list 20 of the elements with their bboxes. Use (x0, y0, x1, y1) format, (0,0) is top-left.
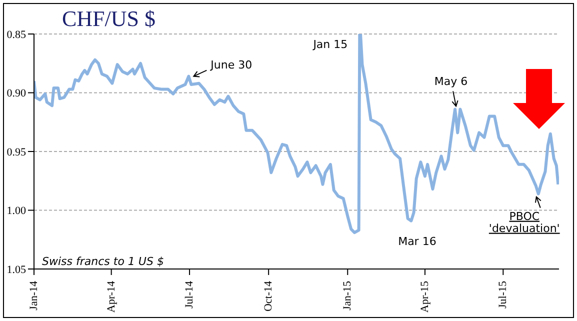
x-tick-label: Jul-14 (184, 280, 196, 308)
y-tick-label: 1.05 (6, 264, 26, 276)
annotation: Swiss francs to 1 US $ (42, 255, 164, 268)
x-tick-label: Jul-15 (497, 280, 510, 308)
annotation: Mar 16 (398, 234, 436, 248)
annotation: May 6 (434, 75, 468, 88)
y-tick-label: 0.90 (6, 88, 26, 100)
y-tick-label: 0.95 (6, 146, 26, 158)
x-tick-label: Jan-15 (342, 280, 354, 310)
x-tick-label: Apr-14 (105, 280, 118, 313)
annotation: June 30 (210, 58, 252, 72)
y-tick-label: 1.00 (6, 205, 26, 218)
line-series (34, 34, 559, 234)
chart-title: CHF/US $ (62, 6, 156, 32)
annotation: Jan 15 (312, 38, 348, 51)
x-tick-label: Apr-15 (418, 280, 431, 313)
x-tick-label: Oct-14 (262, 280, 275, 312)
x-tick-label: Jan-14 (28, 280, 40, 310)
annotation: PBOC 'devaluation' (488, 210, 560, 235)
y-tick-label: 0.85 (6, 28, 26, 41)
